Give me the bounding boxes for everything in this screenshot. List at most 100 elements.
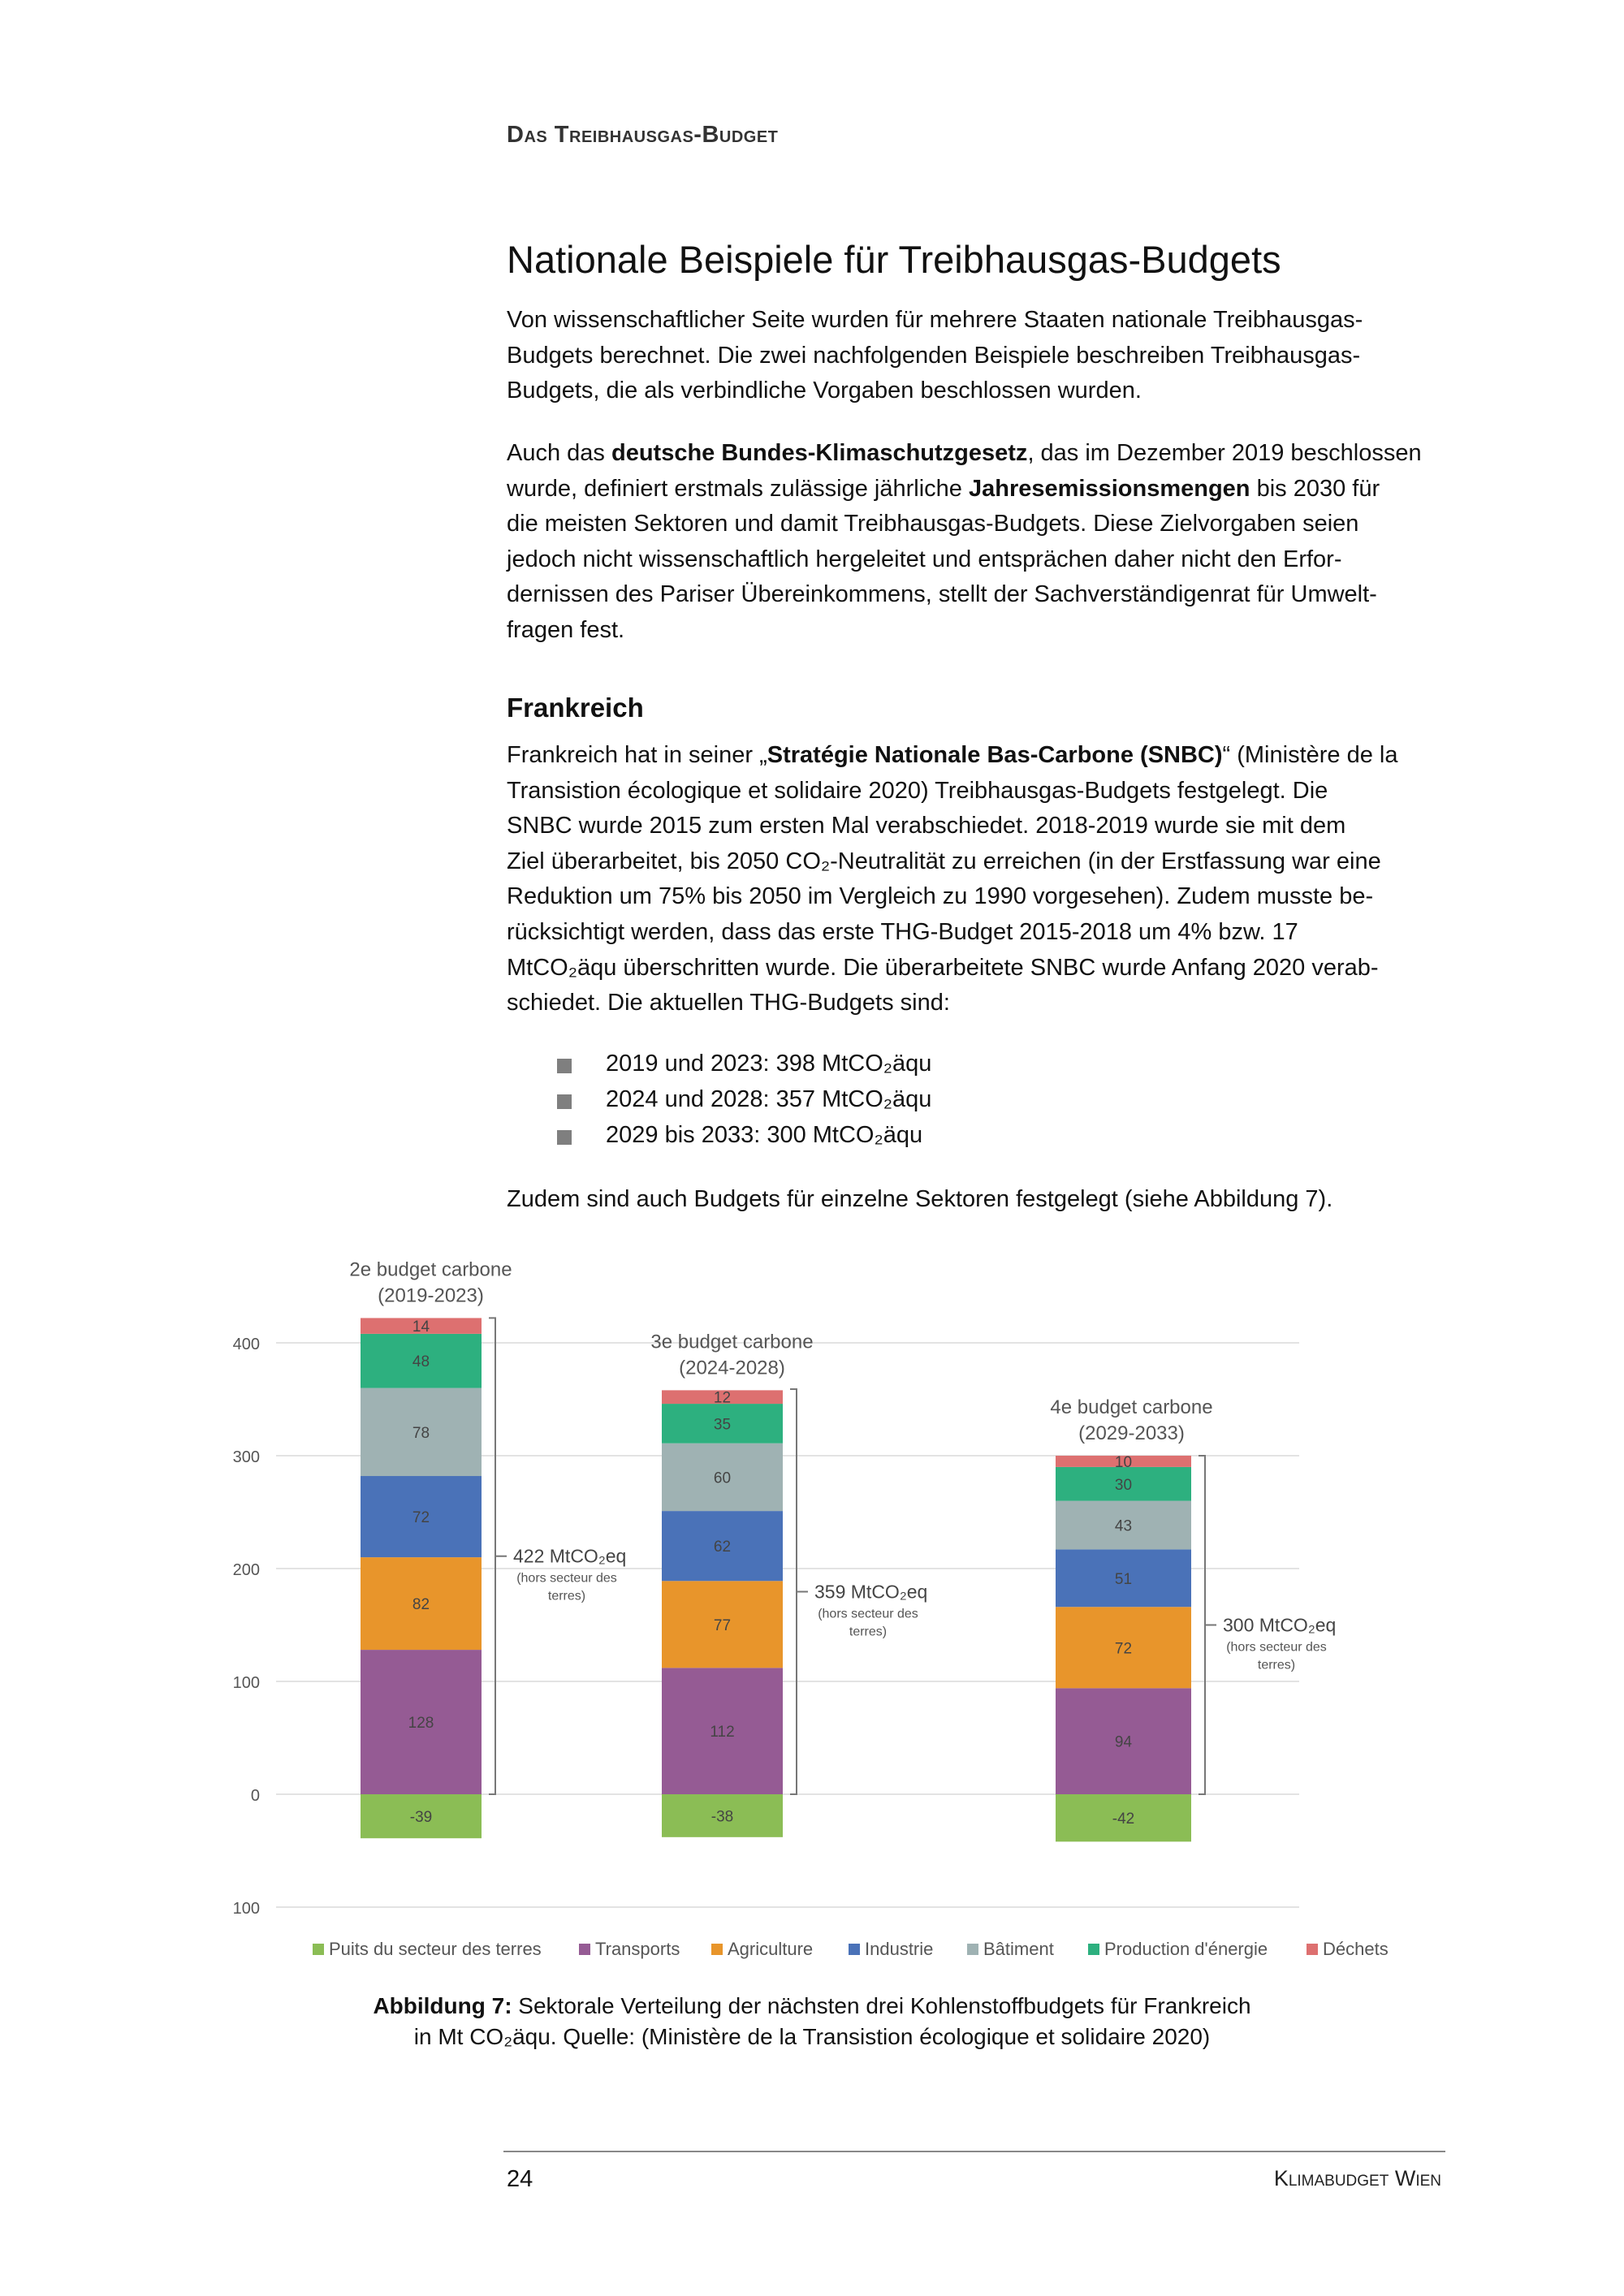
text-line: rücksichtigt werden, dass das erste THG-… [507, 918, 1298, 945]
data-label: 48 [412, 1353, 430, 1370]
data-label: 112 [710, 1724, 734, 1741]
category-label: 3e budget carbone [650, 1331, 813, 1353]
data-label: 14 [412, 1318, 430, 1336]
total-bracket [489, 1317, 507, 1795]
data-label: 35 [714, 1416, 731, 1433]
subsection-heading: Frankreich [507, 693, 644, 723]
bar-segment [1056, 1500, 1191, 1550]
category-label: 2e budget carbone [349, 1258, 512, 1280]
total-label: 359 MtCO₂eq [814, 1581, 927, 1602]
legend-swatch [1088, 1944, 1099, 1955]
paragraph-sector-budgets: Zudem sind auch Budgets für einzelne Sek… [507, 1182, 1332, 1218]
text-line: Auch das deutsche Bundes-Klimaschutzgese… [507, 440, 1422, 466]
bar-segment [361, 1318, 482, 1334]
total-label: 300 MtCO₂eq [1223, 1615, 1336, 1636]
data-label: -38 [711, 1808, 733, 1825]
footer-title: Klimabudget Wien [1273, 2166, 1441, 2190]
bullet-square-icon [557, 1094, 572, 1109]
data-label: 51 [1115, 1571, 1132, 1588]
text-line: MtCO₂äqu überschritten wurde. Die überar… [507, 954, 1379, 981]
category-label: 4e budget carbone [1050, 1396, 1212, 1418]
text-line: Reduktion um 75% bis 2050 im Vergleich z… [507, 883, 1374, 910]
data-label: 30 [1115, 1477, 1132, 1494]
total-note: terres) [849, 1625, 887, 1638]
y-tick-label: 400 [233, 1336, 260, 1353]
text-line: schiedet. Die aktuellen THG-Budgets sind… [507, 990, 950, 1016]
bullet-square-icon [557, 1130, 572, 1145]
data-label: 78 [412, 1425, 430, 1442]
category-label: (2019-2023) [378, 1284, 484, 1306]
bar-segment [361, 1476, 482, 1558]
data-label: 62 [714, 1539, 731, 1556]
total-note: terres) [548, 1590, 585, 1603]
y-tick-label: 100 [233, 1900, 260, 1918]
bullet-square-icon [557, 1059, 572, 1073]
y-tick-label: 300 [233, 1448, 260, 1466]
paragraph-intro: Von wissenschaftlicher Seite wurden für … [507, 303, 1363, 409]
y-tick-label: 100 [233, 1674, 260, 1692]
data-label: 60 [714, 1470, 731, 1487]
category-label: (2024-2028) [679, 1357, 785, 1379]
data-label: 72 [412, 1509, 430, 1526]
legend-label: Production d'énergie [1104, 1939, 1268, 1959]
total-bracket [1199, 1455, 1216, 1795]
data-label: 128 [408, 1715, 434, 1732]
bar-segment [1056, 1688, 1191, 1794]
total-note: (hors secteur des [1226, 1641, 1327, 1655]
bar-segment [1056, 1456, 1191, 1467]
text-line: die meisten Sektoren und damit Treibhaus… [507, 511, 1359, 537]
bar-segment [1056, 1549, 1191, 1608]
text-line: fragen fest. [507, 616, 625, 643]
legend-swatch [967, 1944, 978, 1955]
legend-swatch [711, 1944, 723, 1955]
bar-segment [1056, 1607, 1191, 1689]
bar-segment [1056, 1466, 1191, 1501]
bar-segment [662, 1668, 783, 1794]
data-label: 82 [412, 1596, 430, 1613]
data-label: 10 [1115, 1454, 1132, 1471]
bar-segment [361, 1794, 482, 1839]
data-label: 72 [1115, 1640, 1132, 1657]
section-title: Nationale Beispiele für Treibhausgas-Bud… [507, 238, 1281, 281]
y-tick-label: 0 [251, 1787, 260, 1805]
data-label: 43 [1115, 1517, 1132, 1534]
legend-swatch [1307, 1944, 1318, 1955]
bar-segment [662, 1511, 783, 1582]
text-line: jedoch nicht wissenschaftlich hergeleite… [507, 546, 1342, 572]
bar-segment [1056, 1794, 1191, 1842]
bar-segment [361, 1388, 482, 1477]
total-bracket [790, 1388, 808, 1795]
category-label: (2029-2033) [1078, 1422, 1185, 1444]
legend-label: Bâtiment [983, 1939, 1054, 1959]
text-line: Budgets, die als verbindliche Vorgaben b… [507, 378, 1142, 404]
text-line: SNBC wurde 2015 zum ersten Mal verabschi… [507, 813, 1346, 839]
bar-segment [662, 1794, 783, 1837]
paragraph-germany: Auch das deutsche Bundes-Klimaschutzgese… [507, 436, 1422, 649]
page-number: 24 [507, 2166, 533, 2192]
total-note: (hors secteur des [818, 1607, 918, 1621]
text-line: Zudem sind auch Budgets für einzelne Sek… [507, 1186, 1333, 1212]
bar-segment [662, 1443, 783, 1512]
data-label: 12 [714, 1390, 731, 1407]
text-line: dernissen des Pariser Übereinkommens, st… [507, 581, 1377, 608]
text-line: Frankreich hat in seiner „Stratégie Nati… [507, 742, 1398, 768]
legend-label: Transports [595, 1939, 680, 1959]
bar-segment [662, 1581, 783, 1668]
figure-caption: Abbildung 7: Sektorale Verteilung der nä… [373, 1993, 1251, 2049]
data-label: -39 [410, 1809, 432, 1826]
text-line: wurde, definiert erstmals zulässige jähr… [507, 475, 1380, 502]
caption-label: Abbildung 7: [373, 1993, 512, 2018]
data-label: 77 [714, 1617, 731, 1634]
data-label: 94 [1115, 1734, 1133, 1751]
text-line: Von wissenschaftlicher Seite wurden für … [507, 307, 1363, 333]
bar-segment [361, 1650, 482, 1794]
text-line: Ziel überarbeitet, bis 2050 CO₂-Neutrali… [507, 848, 1381, 874]
bar-segment [662, 1404, 783, 1444]
text-line: Budgets berechnet. Die zwei nachfolgende… [507, 342, 1361, 369]
bar-segment [662, 1390, 783, 1405]
legend-label: Déchets [1323, 1939, 1389, 1959]
legend-swatch [313, 1944, 324, 1955]
footer-divider [503, 2151, 1445, 2152]
bar-segment [361, 1333, 482, 1388]
